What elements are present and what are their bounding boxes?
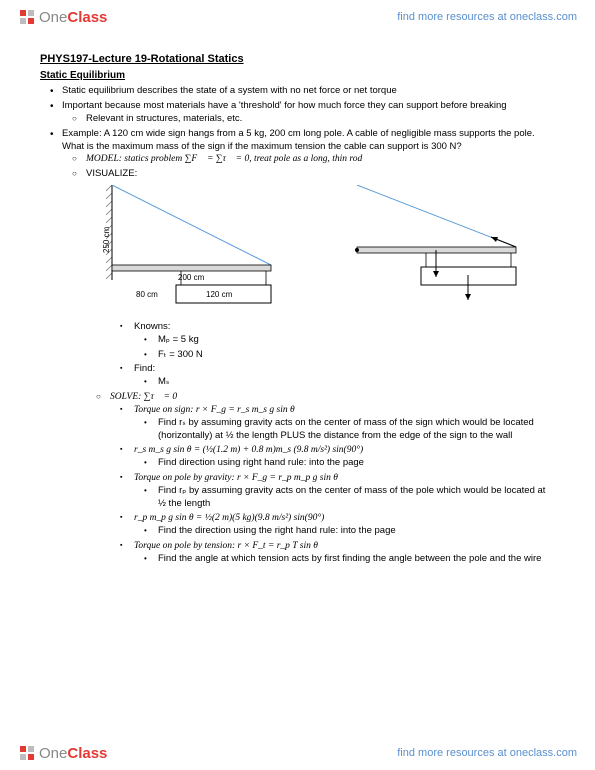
bullet-example: Example: A 120 cm wide sign hangs from a… — [40, 128, 555, 181]
torque-pole-tension: Torque on pole by tension: r × F_t = r_p… — [110, 540, 555, 566]
diagram-area: 250 cm 200 cm 80 cm 120 cm — [86, 185, 555, 315]
solve: SOLVE: ∑τ⃗ = 0 Torque on sign: r × F_g =… — [86, 391, 555, 566]
known-ft: Fₜ = 300 N — [134, 349, 555, 362]
top-bullets: Static equilibrium describes the state o… — [40, 85, 555, 181]
bullet-threshold-text: Important because most materials have a … — [62, 100, 507, 111]
find-ms: Mₛ — [134, 376, 555, 389]
footer-brand-text: OneClass — [39, 745, 107, 762]
s1c: Find direction using right hand rule: in… — [134, 457, 555, 470]
brand-icon — [18, 8, 36, 26]
s2a: Find rₚ by assuming gravity acts on the … — [134, 485, 555, 511]
footer-resources-link[interactable]: find more resources at oneclass.com — [397, 747, 577, 759]
solve-section: Knowns: Mₚ = 5 kg Fₜ = 300 N Find: Mₛ SO… — [86, 321, 555, 566]
brand-text: OneClass — [39, 9, 107, 26]
find: Find: Mₛ — [110, 363, 555, 389]
bullet-model: MODEL: statics problem ∑F⃗ = ∑τ⃗ = 0, tr… — [62, 153, 555, 166]
bullet-example-text: Example: A 120 cm wide sign hangs from a… — [62, 128, 535, 152]
bullet-visualize: VISUALIZE: — [62, 168, 555, 181]
header-resources-link[interactable]: find more resources at oneclass.com — [397, 11, 577, 23]
s1b: r_s m_s g sin θ = (½(1.2 m) + 0.8 m)m_s … — [110, 444, 555, 470]
footer-brand: OneClass — [18, 744, 107, 762]
diagram-right-svg — [351, 185, 551, 310]
diagram-left: 250 cm 200 cm 80 cm 120 cm — [106, 185, 306, 315]
s1a: Find rₛ by assuming gravity acts on the … — [134, 417, 555, 443]
doc-subtitle: Static Equilibrium — [40, 69, 555, 83]
bullet-relevant: Relevant in structures, materials, etc. — [62, 113, 555, 126]
after-diagram: Knowns: Mₚ = 5 kg Fₜ = 300 N Find: Mₛ SO… — [86, 321, 555, 566]
label-120cm: 120 cm — [206, 290, 232, 301]
label-200cm: 200 cm — [178, 273, 204, 284]
torque-pole-gravity: Torque on pole by gravity: r × F_g = r_p… — [110, 472, 555, 510]
bullet-static-equilibrium: Static equilibrium describes the state o… — [40, 85, 555, 98]
document-body: PHYS197-Lecture 19-Rotational Statics St… — [40, 52, 555, 726]
page-header: OneClass find more resources at oneclass… — [0, 0, 595, 34]
s3a: Find the angle at which tension acts by … — [134, 553, 555, 566]
brand-one: One — [39, 9, 67, 26]
bullet-threshold: Important because most materials have a … — [40, 100, 555, 126]
brand-class: Class — [67, 9, 107, 26]
footer-brand-icon — [18, 744, 36, 762]
s2b: r_p m_p g sin θ = ½(2 m)(5 kg)(9.8 m/s²)… — [110, 512, 555, 538]
label-250cm: 250 cm — [102, 227, 113, 253]
diagram-right — [351, 185, 551, 315]
doc-title: PHYS197-Lecture 19-Rotational Statics — [40, 52, 555, 67]
label-80cm: 80 cm — [136, 290, 158, 301]
s2c: Find the direction using the right hand … — [134, 525, 555, 538]
brand-logo: OneClass — [18, 8, 107, 26]
page-footer: OneClass find more resources at oneclass… — [0, 736, 595, 770]
knowns: Knowns: Mₚ = 5 kg Fₜ = 300 N — [110, 321, 555, 361]
torque-sign: Torque on sign: r × F_g = r_s m_s g sin … — [110, 404, 555, 442]
known-mp: Mₚ = 5 kg — [134, 334, 555, 347]
